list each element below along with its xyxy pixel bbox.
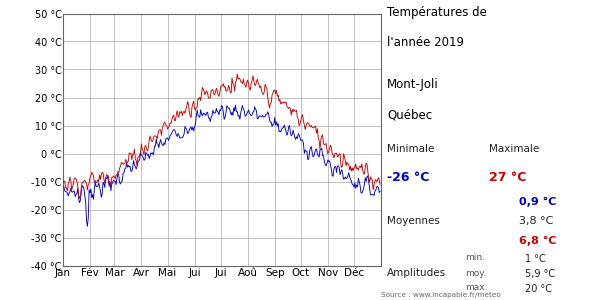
Text: Minimale: Minimale	[387, 144, 434, 154]
Text: Maximale: Maximale	[489, 144, 539, 154]
Text: Amplitudes: Amplitudes	[387, 268, 446, 278]
Text: Mont-Joli: Mont-Joli	[387, 78, 439, 91]
Text: Source : www.incapable.fr/meteo: Source : www.incapable.fr/meteo	[381, 292, 501, 298]
Text: l'année 2019: l'année 2019	[387, 36, 464, 49]
Text: 3,8 °C: 3,8 °C	[519, 216, 553, 226]
Text: Moyennes: Moyennes	[387, 216, 440, 226]
Text: -26 °C: -26 °C	[387, 171, 430, 184]
Text: 1 °C: 1 °C	[525, 254, 546, 263]
Text: 27 °C: 27 °C	[489, 171, 526, 184]
Text: 5,9 °C: 5,9 °C	[525, 268, 555, 278]
Text: min.: min.	[465, 254, 485, 262]
Text: Températures de: Températures de	[387, 6, 487, 19]
Text: max.: max.	[465, 284, 487, 292]
Text: 20 °C: 20 °C	[525, 284, 552, 293]
Text: 6,8 °C: 6,8 °C	[519, 236, 557, 246]
Text: Québec: Québec	[387, 108, 432, 121]
Text: 0,9 °C: 0,9 °C	[519, 196, 556, 207]
Text: moy.: moy.	[465, 268, 486, 278]
